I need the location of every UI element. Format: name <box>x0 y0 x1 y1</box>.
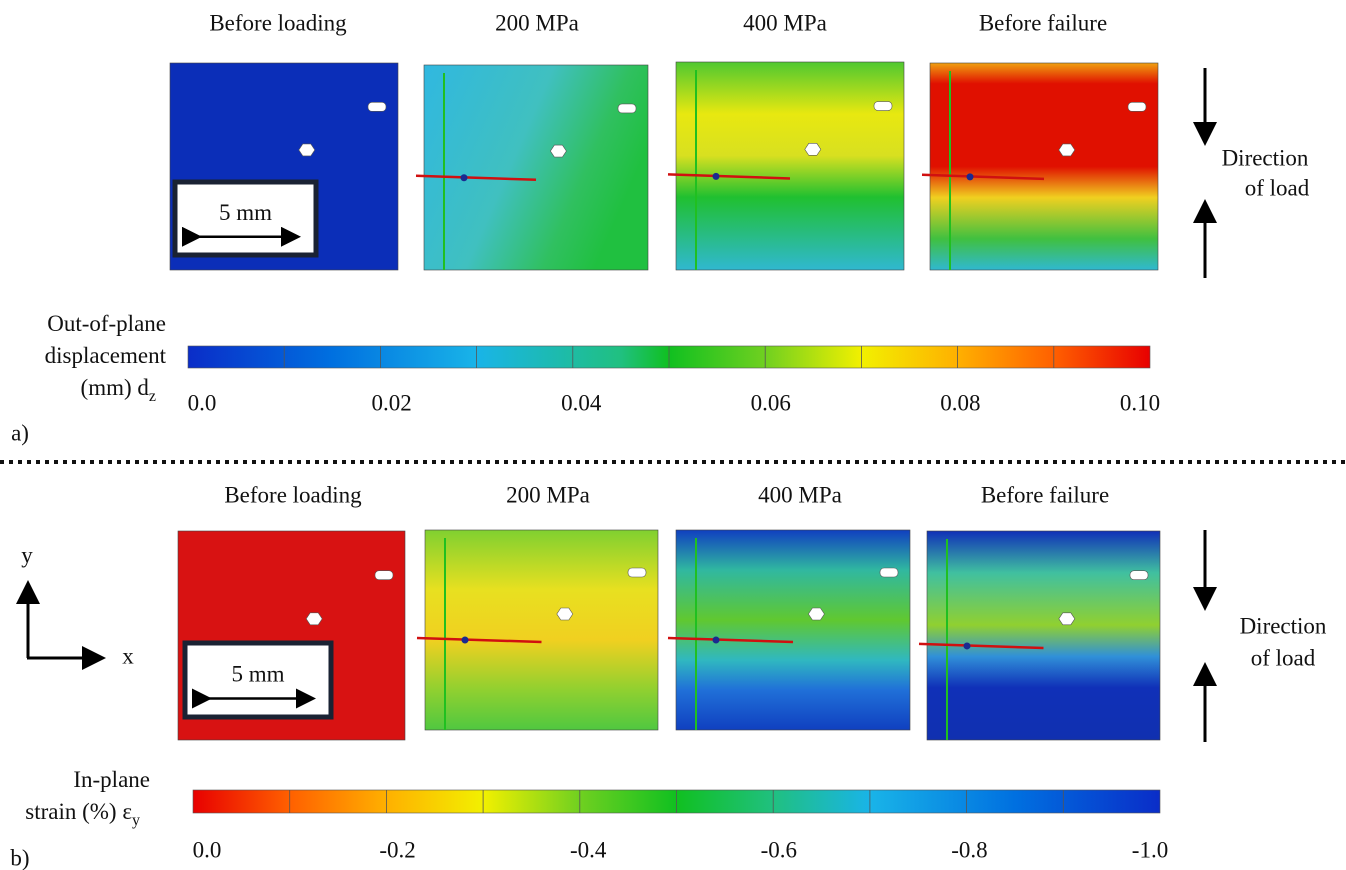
reference-point <box>713 173 720 180</box>
colorbar-title-line: displacement <box>45 343 167 368</box>
colorbar-tick-label: 0.06 <box>751 390 791 415</box>
specimen-map <box>424 65 648 270</box>
specimen-notch <box>880 568 898 577</box>
load-direction-label: Direction <box>1240 613 1327 638</box>
colorbar-tick-label: 0.08 <box>940 390 980 415</box>
colorbar-tick-label: 0.0 <box>193 837 222 862</box>
colorbar-tick-label: 0.0 <box>188 390 217 415</box>
stage-label: Before failure <box>979 10 1107 35</box>
colorbar-tick-label: -1.0 <box>1132 837 1168 862</box>
reference-point <box>713 637 720 644</box>
reference-point <box>967 173 974 180</box>
load-direction-label: Direction <box>1222 145 1309 170</box>
colorbar-subscript: z <box>149 388 156 405</box>
stage-label: 400 MPa <box>758 482 842 507</box>
stage-label: 200 MPa <box>495 10 579 35</box>
colorbar-title-line: (mm) d <box>81 375 150 400</box>
panel-label: b) <box>10 845 29 870</box>
reference-point <box>462 637 469 644</box>
colorbar-title-line: strain (%) ε <box>25 799 132 824</box>
specimen-notch <box>375 571 393 580</box>
colorbar-tick-label: 0.02 <box>371 390 411 415</box>
specimen-notch <box>628 568 646 577</box>
figure: Before loading 200 MPa 400 MPa Before failu… <box>0 0 1346 870</box>
stage-label: Before failure <box>981 482 1109 507</box>
specimen-map <box>927 531 1160 740</box>
axis-x-label: x <box>122 643 134 668</box>
colorbar-title: Out-of-plane <box>47 311 166 336</box>
colorbar-title: strain (%) εy <box>25 799 140 828</box>
load-direction-label: of load <box>1245 175 1310 200</box>
stage-label: 200 MPa <box>506 482 590 507</box>
colorbar-tick-label: 0.10 <box>1120 390 1160 415</box>
colorbar-title: (mm) dz <box>81 375 156 404</box>
stage-label: Before loading <box>209 10 347 35</box>
specimen-notch <box>618 104 636 113</box>
stage-label: 400 MPa <box>743 10 827 35</box>
specimen-notch <box>1130 571 1148 580</box>
scale-bar-label: 5 mm <box>231 662 284 687</box>
colorbar-title-line: In-plane <box>73 767 150 792</box>
specimen-notch <box>874 102 892 111</box>
colorbar-tick-label: -0.6 <box>761 837 797 862</box>
panel-label: a) <box>11 420 29 445</box>
colorbar-subscript: y <box>132 812 140 829</box>
colorbar-title: In-plane <box>73 767 150 792</box>
colorbar-tick-label: -0.8 <box>951 837 987 862</box>
reference-point <box>964 642 971 649</box>
stage-label: Before loading <box>224 482 362 507</box>
colorbar-title-line: Out-of-plane <box>47 311 166 336</box>
specimen-map <box>676 530 910 730</box>
scale-bar-label: 5 mm <box>219 200 272 225</box>
specimen-map <box>676 62 904 270</box>
specimen-notch <box>1128 102 1146 111</box>
specimen-map <box>425 530 658 730</box>
colorbar-tick-label: -0.2 <box>379 837 415 862</box>
axis-y-label: y <box>21 542 33 567</box>
colorbar-tick-label: -0.4 <box>570 837 607 862</box>
colorbar-tick-label: 0.04 <box>561 390 602 415</box>
specimen-map <box>930 63 1158 270</box>
specimen-notch <box>368 102 386 111</box>
colorbar-title: displacement <box>45 343 167 368</box>
load-direction-label: of load <box>1251 645 1316 670</box>
reference-point <box>461 174 468 181</box>
